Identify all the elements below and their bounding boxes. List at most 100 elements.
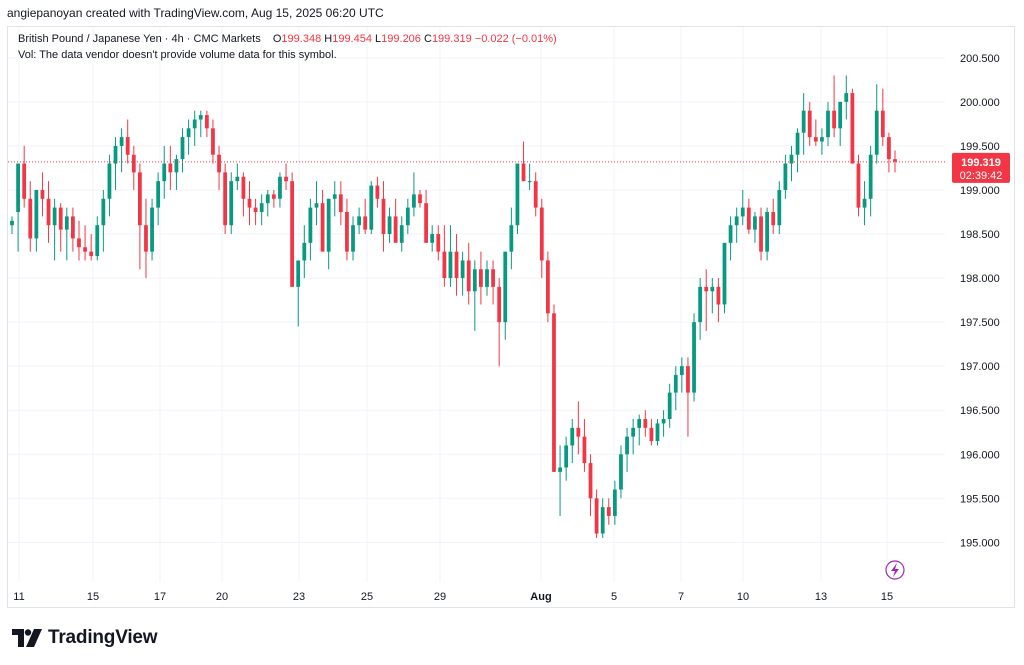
candle-body (10, 220, 14, 226)
y-tick-label: 197.500 (960, 317, 1000, 329)
candle-body (564, 445, 569, 468)
candle-body (211, 128, 215, 155)
x-tick-label: 15 (881, 591, 893, 603)
close-value: 199.319 (431, 33, 472, 45)
y-tick-label: 198.500 (960, 229, 1000, 241)
candle-body (789, 154, 794, 164)
x-tick-label: 10 (737, 591, 749, 603)
candle-body (619, 454, 623, 490)
x-tick-label: 15 (87, 591, 99, 603)
candle-body (308, 207, 313, 243)
candle-body (649, 427, 654, 442)
candle-body (399, 225, 404, 243)
candle-body (485, 269, 489, 287)
candle-body (235, 176, 240, 182)
symbol-title: British Pound / Japanese Yen · 4h · CMC … (18, 33, 261, 45)
candle-body (223, 172, 228, 226)
candle-body (241, 176, 246, 199)
candle-body (893, 159, 897, 162)
candle-body (692, 322, 696, 393)
candle-body (606, 507, 611, 516)
candle-body (813, 137, 818, 142)
candle-body (418, 194, 422, 204)
candle-body (497, 286, 502, 323)
candle-body (192, 119, 197, 129)
candle-body (716, 286, 721, 305)
candle-body (686, 366, 690, 393)
candle-body (887, 137, 891, 160)
candle-body (600, 507, 605, 534)
candle-body (46, 198, 51, 226)
candle-body (58, 207, 63, 230)
candle-body (722, 242, 727, 305)
candle-body (357, 216, 361, 226)
candle-body (83, 247, 87, 252)
candle-body (539, 207, 544, 261)
candle-body (472, 269, 477, 292)
open-value: 199.348 (281, 33, 322, 45)
candle-body (734, 216, 739, 226)
candle-body (217, 154, 221, 173)
candle-body (259, 203, 264, 212)
y-tick-label: 195.500 (960, 493, 1000, 505)
candle-body (28, 198, 33, 239)
candle-body (113, 145, 118, 164)
candle-body (95, 225, 100, 257)
candle-body (119, 137, 124, 146)
candle-body (820, 137, 824, 142)
x-tick-label: 17 (154, 591, 166, 603)
candle-body (326, 198, 331, 252)
candle-body (643, 419, 648, 428)
tradingview-logo[interactable]: TradingView (12, 627, 158, 649)
candle-body (874, 110, 879, 155)
y-tick-label: 200.000 (960, 97, 1000, 109)
candle-body (345, 212, 349, 252)
lightning-bolt-icon (891, 563, 899, 577)
x-tick-label: 13 (815, 591, 827, 603)
candle-body (174, 159, 179, 173)
candle-body (783, 163, 788, 190)
tradingview-logo-icon (12, 629, 42, 647)
y-tick-label: 200.500 (960, 53, 1000, 65)
chart-credit: angiepanoyan created with TradingView.co… (7, 6, 384, 20)
candle-body (71, 216, 75, 239)
high-label: H (324, 33, 333, 45)
candle-body (320, 203, 325, 252)
candle-body (807, 110, 812, 138)
candle-body (448, 251, 453, 279)
candle-body (314, 203, 319, 208)
chart-frame (7, 26, 1015, 608)
x-tick-label: 29 (434, 591, 446, 603)
candle-body (150, 207, 154, 252)
candle-body (144, 225, 148, 252)
x-tick-label: 20 (216, 591, 228, 603)
candle-body (265, 194, 270, 204)
candle-body (558, 467, 562, 472)
bar-countdown: 02:39:42 (960, 170, 1003, 182)
candle-body (698, 286, 703, 323)
candle-body (856, 163, 861, 208)
candle-body (393, 216, 398, 243)
candle-body (509, 225, 514, 252)
candle-body (204, 115, 209, 129)
candle-body (655, 423, 660, 442)
y-tick-label: 196.500 (960, 405, 1000, 417)
candle-body (351, 225, 355, 252)
high-value: 199.454 (332, 33, 372, 45)
candle-body (479, 269, 483, 287)
candle-body (168, 163, 173, 173)
candle-body (838, 101, 843, 129)
x-tick-label: 5 (611, 591, 617, 603)
candle-body (125, 137, 130, 155)
candle-body (771, 212, 776, 226)
candle-body (625, 436, 629, 455)
x-tick-label: 25 (361, 591, 373, 603)
y-tick-label: 199.000 (960, 185, 1000, 197)
candle-body (759, 216, 763, 252)
candle-body (369, 185, 374, 230)
x-tick-label: 7 (678, 591, 684, 603)
candle-body (801, 110, 806, 133)
candle-body (412, 194, 416, 208)
candle-body (107, 163, 112, 199)
